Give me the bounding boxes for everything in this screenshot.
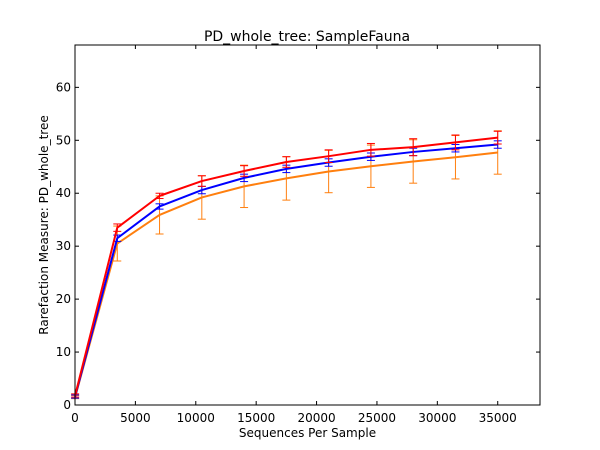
x-tick-label: 20000 [297,411,335,425]
series-2 [71,130,502,400]
y-tick-label: 10 [56,345,71,359]
y-tick-label: 30 [56,239,71,253]
x-tick-label: 30000 [418,411,456,425]
y-tick-label: 20 [56,292,71,306]
y-tick-label: 50 [56,133,71,147]
chart-title: PD_whole_tree: SampleFauna [204,29,410,45]
series-0 [71,130,502,398]
x-tick-label: 5000 [120,411,151,425]
x-tick-label: 25000 [358,411,396,425]
axis-ticks: 0 5000 10000 15000 20000 25000 30000 35000 0 10 20… [56,45,540,425]
series-layer [71,130,502,400]
y-tick-label: 40 [56,186,71,200]
x-tick-label: 15000 [237,411,275,425]
x-tick-label: 0 [71,411,79,425]
series-line-0 [74,136,498,396]
series-line-1 [74,143,498,397]
y-tick-label: 60 [56,80,71,94]
plot-frame [74,44,541,406]
x-axis-label: Sequences Per Sample [239,426,376,440]
y-axis-label: Rarefaction Measure: PD_whole_tree [37,115,51,334]
series-line-2 [74,151,498,398]
x-tick-label: 10000 [177,411,215,425]
y-tick-label: 0 [63,398,71,412]
x-tick-label: 35000 [479,411,517,425]
